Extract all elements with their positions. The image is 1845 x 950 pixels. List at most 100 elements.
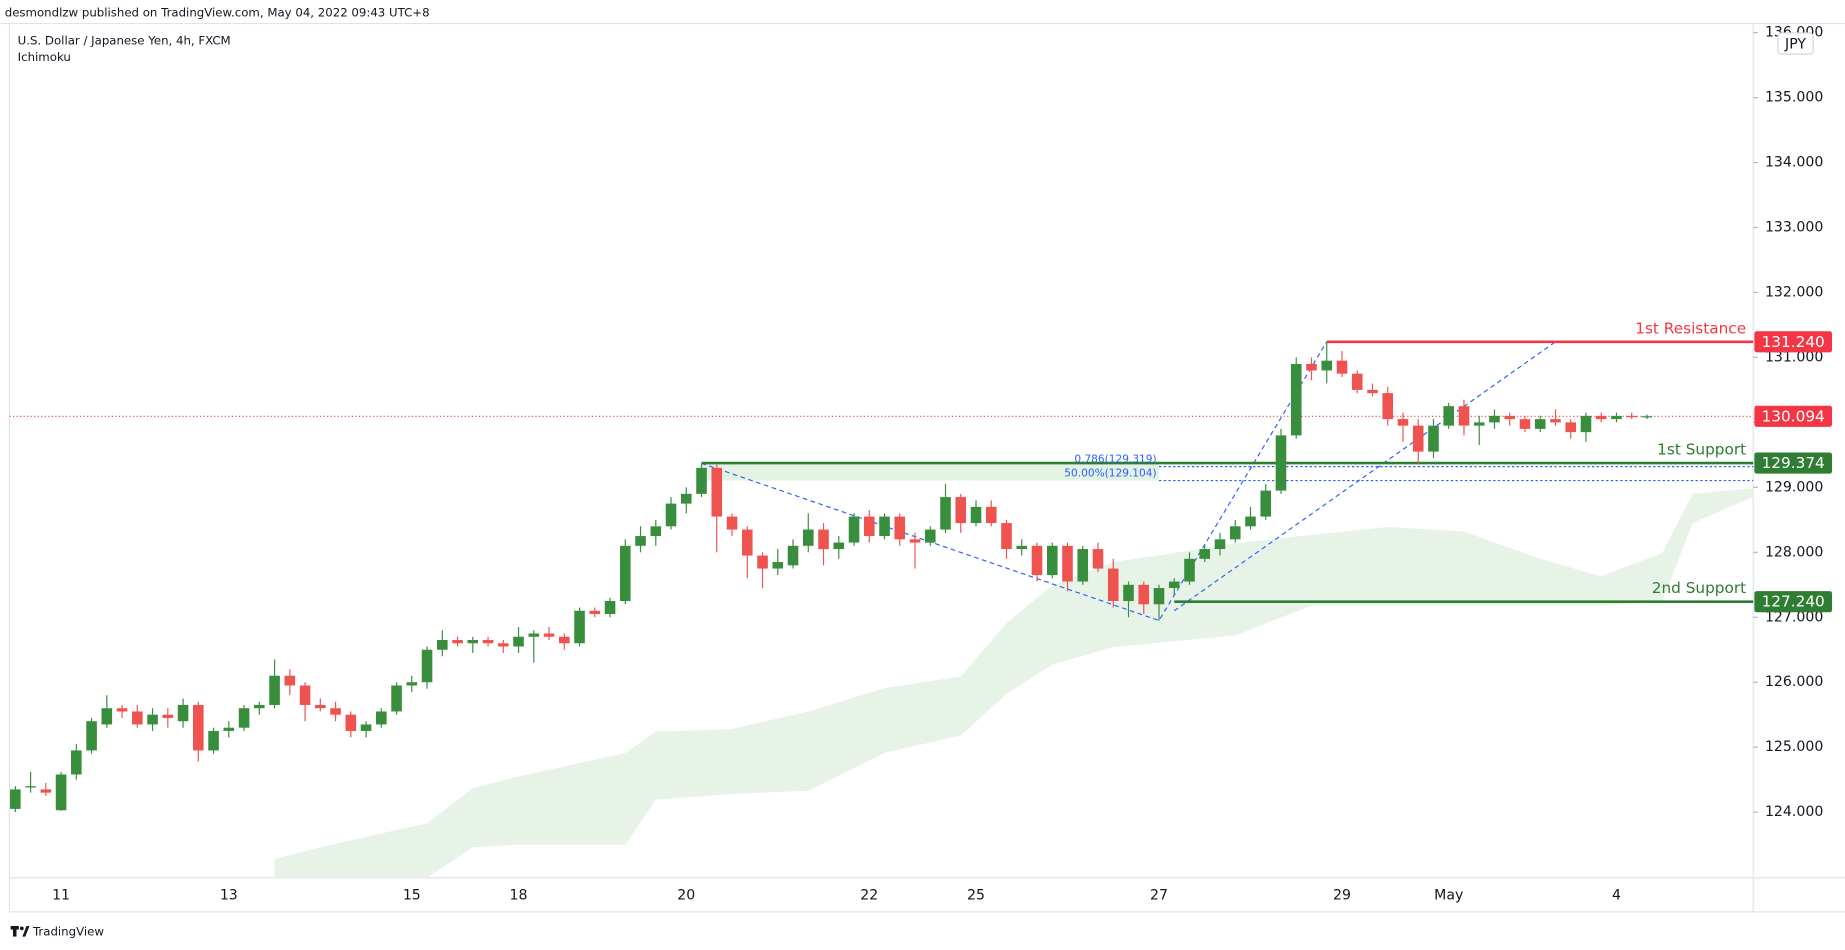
brand-logo (10, 925, 30, 937)
candle-body (1107, 568, 1119, 602)
candle-body (360, 724, 372, 731)
y-tick-label: 135.000 (1765, 90, 1823, 106)
y-tick-label: 126.000 (1765, 674, 1823, 690)
pattern-line (1173, 341, 1556, 612)
candle-body (1046, 545, 1058, 576)
candle-body (894, 516, 906, 540)
candle-body (1504, 415, 1516, 420)
support-zone (701, 463, 1159, 481)
candle-body (1489, 415, 1500, 423)
price-tag (1754, 591, 1833, 613)
candle-body (696, 467, 707, 494)
candle-body (513, 636, 524, 647)
candle-body (1275, 435, 1287, 491)
candle-body (650, 526, 662, 537)
candle-body (909, 539, 921, 543)
candle-body (1092, 549, 1104, 569)
candle-body (589, 610, 601, 615)
candle-body (1367, 389, 1378, 394)
indicator-line: Ichimoku (18, 50, 71, 64)
candle-body (848, 516, 860, 543)
candle-body (635, 536, 646, 546)
candle-body (970, 506, 982, 524)
y-tick-label: 124.000 (1765, 804, 1823, 820)
y-tick-label: 125.000 (1765, 739, 1823, 755)
candle-body (101, 708, 113, 725)
level-name: 1st Resistance (1635, 319, 1746, 337)
candle-body (1062, 545, 1073, 582)
price-tag-label: 129.374 (1762, 454, 1825, 472)
candle-body (1184, 558, 1195, 582)
candle-body (1168, 581, 1180, 589)
x-tick-label: 18 (510, 887, 528, 903)
candle-body (284, 675, 296, 686)
candle-body (543, 633, 555, 637)
candle-body (1123, 584, 1134, 602)
candle-body (711, 467, 723, 517)
candle-body (1611, 415, 1622, 420)
candle-body (1550, 419, 1561, 423)
x-tick-label: 25 (967, 887, 985, 903)
ichimoku-cloud (274, 487, 1754, 878)
candle-body (467, 640, 479, 644)
candle-body (802, 529, 814, 546)
fib-label: 0.786(129.319) (1074, 454, 1156, 466)
candle-body (619, 545, 631, 602)
candle-body (55, 774, 67, 811)
candle-body (1153, 588, 1165, 605)
candle-body (1306, 363, 1317, 371)
candle-body (1397, 419, 1409, 426)
candle-body (147, 714, 158, 725)
price-tag (1754, 452, 1833, 474)
candle-body (833, 542, 845, 550)
x-tick-label: 4 (1612, 887, 1621, 903)
candle-body (1336, 360, 1348, 374)
candle-body (162, 714, 174, 718)
candle-body (1229, 526, 1241, 540)
level-name: 2nd Support (1652, 579, 1746, 597)
candle-body (86, 721, 97, 751)
candle-body (558, 636, 570, 644)
candle-body (1260, 490, 1272, 517)
candle-body (345, 714, 357, 731)
candle-body (604, 601, 616, 615)
y-tick-label: 129.000 (1765, 479, 1823, 495)
x-tick-label: 27 (1150, 887, 1168, 903)
candle-body (924, 529, 936, 543)
candle-body (818, 529, 829, 550)
candle-body (208, 730, 219, 751)
candle-body (1382, 393, 1394, 420)
currency-box (1777, 32, 1814, 55)
candle-body (1199, 549, 1211, 559)
y-tick-label: 132.000 (1765, 284, 1823, 300)
candle-body (1626, 415, 1638, 418)
x-tick-label: 11 (52, 887, 70, 903)
x-tick-label: 22 (860, 887, 878, 903)
candle-body (1214, 539, 1226, 550)
candle-body (1473, 422, 1485, 426)
candle-body (238, 708, 250, 728)
y-tick-label: 131.000 (1765, 349, 1823, 365)
level-name: 1st Support (1657, 441, 1746, 459)
candle-body (1412, 425, 1424, 452)
candle-body (254, 704, 265, 709)
candle-body (193, 704, 204, 751)
pattern-line (701, 341, 1328, 622)
fib-label: 50.00%(129.104) (1064, 468, 1156, 480)
candle-body (40, 789, 52, 793)
price-tag-label: 131.240 (1762, 333, 1825, 351)
candle-body (985, 506, 997, 524)
candle-body (1016, 545, 1028, 550)
candle-body (863, 516, 875, 537)
candle-body (879, 516, 890, 537)
candle-body (1138, 584, 1150, 605)
candle-body (177, 704, 189, 722)
candle-body (1519, 419, 1531, 429)
candle-body (1031, 545, 1043, 576)
candle-body (1443, 406, 1455, 426)
candle-body (498, 643, 509, 647)
candle-body (1001, 523, 1012, 550)
publisher-line: desmondlzw published on TradingView.com,… (5, 5, 430, 19)
currency-label: JPY (1784, 37, 1806, 53)
